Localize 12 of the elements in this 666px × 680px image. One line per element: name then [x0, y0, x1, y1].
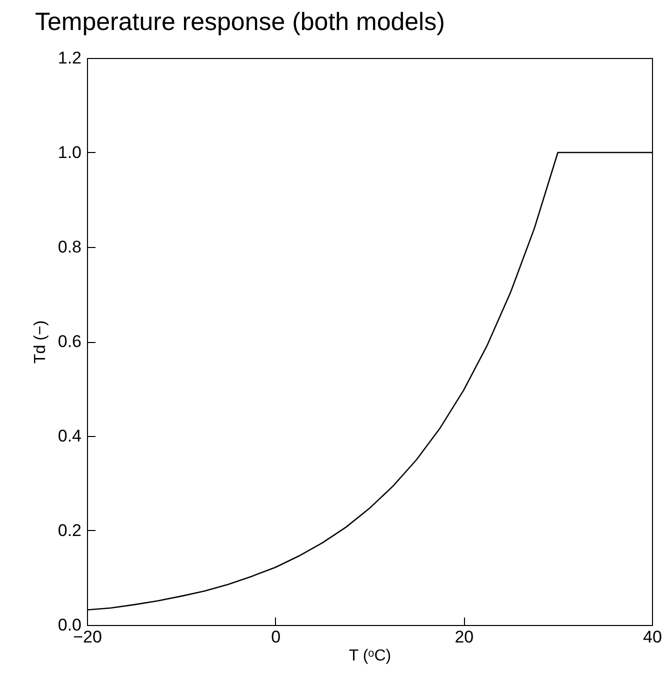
- y-tick-label: 1.2: [58, 48, 82, 68]
- x-axis-title: T (ᵒC): [348, 648, 392, 664]
- y-tick-label: 0.2: [58, 521, 82, 540]
- y-tick-label: 0.6: [58, 332, 82, 351]
- y-tick-label: 0.4: [58, 426, 82, 446]
- x-tick-label: 40: [643, 628, 662, 646]
- y-axis-title: Td (−): [32, 320, 49, 364]
- x-tick-label: 0: [271, 628, 281, 646]
- x-tick-label: 20: [454, 628, 474, 646]
- y-tick-label: 1.0: [58, 143, 82, 162]
- chart-title: Temperature response (both models): [35, 8, 445, 36]
- y-tick-label: 0.8: [58, 238, 82, 256]
